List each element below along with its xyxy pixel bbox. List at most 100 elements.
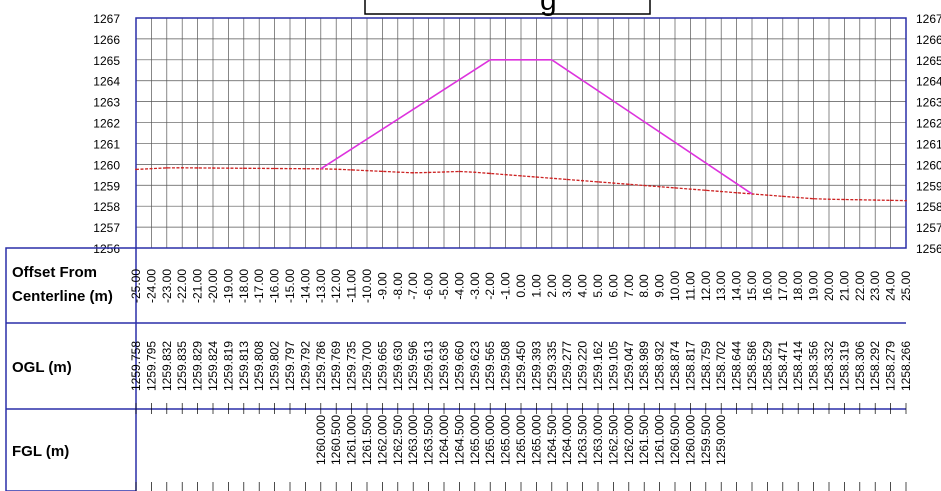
ogl-point-42 — [781, 195, 784, 198]
ogl-label-6: 1259.819 — [221, 341, 235, 391]
ogl-label-19: 1259.613 — [422, 341, 436, 391]
offset-label-37: 12.00 — [699, 271, 713, 301]
fgl-label-12: 1260.000 — [314, 415, 328, 465]
ogl-label-2: 1259.832 — [160, 341, 174, 391]
ogl-point-46 — [843, 198, 846, 201]
offset-label-20: -5.00 — [437, 272, 451, 300]
offset-label-14: -11.00 — [345, 269, 359, 302]
fgl-label-30: 1263.000 — [591, 415, 605, 465]
fgl-label-36: 1260.000 — [683, 415, 697, 465]
ogl-point-27 — [550, 177, 553, 180]
fgl-label-38: 1259.000 — [714, 415, 728, 465]
ogl-point-21 — [458, 170, 461, 173]
offset-label-36: 11.00 — [683, 271, 697, 300]
y-tick-left-1266: 1266 — [93, 33, 120, 47]
y-tick-left-1261: 1261 — [93, 137, 120, 151]
ogl-label-7: 1259.813 — [237, 341, 251, 391]
offset-label-46: 21.00 — [837, 271, 851, 301]
ogl-label-17: 1259.630 — [391, 341, 405, 391]
offset-label-19: -6.00 — [422, 272, 436, 300]
ogl-label-3: 1259.835 — [175, 341, 189, 391]
y-tick-right-1257: 1257 — [916, 221, 941, 235]
fgl-row-label: FGL (m) — [12, 443, 69, 460]
fgl-label-15: 1261.500 — [360, 415, 374, 465]
ogl-label-45: 1258.332 — [822, 341, 836, 391]
ogl-label-42: 1258.471 — [776, 341, 790, 391]
fgl-label-21: 1264.500 — [452, 415, 466, 465]
offset-label-28: 3.00 — [560, 274, 574, 298]
y-tick-right-1261: 1261 — [916, 137, 941, 151]
offset-label-3: -22.00 — [175, 269, 189, 303]
fgl-label-29: 1263.500 — [576, 415, 590, 465]
ogl-point-9 — [273, 167, 276, 170]
ogl-point-18 — [412, 171, 415, 174]
ogl-point-49 — [889, 199, 892, 202]
offset-label-0: -25.00 — [129, 269, 143, 303]
ogl-point-23 — [489, 172, 492, 175]
offset-label-33: 8.00 — [637, 274, 651, 298]
plot-border — [135, 17, 907, 249]
y-tick-left-1258: 1258 — [93, 200, 120, 214]
offset-label-5: -20.00 — [206, 269, 220, 303]
offset-label-29: 4.00 — [576, 274, 590, 298]
offset-label-44: 19.00 — [807, 271, 821, 301]
y-tick-left-1259: 1259 — [93, 179, 120, 193]
series-group — [135, 59, 907, 202]
offset-label-50: 25.00 — [899, 271, 913, 301]
fgl-label-14: 1261.000 — [345, 415, 359, 465]
title-box: g — [364, 0, 651, 17]
ogl-label-31: 1259.105 — [606, 341, 620, 391]
ogl-label-9: 1259.802 — [268, 341, 282, 391]
ogl-label-39: 1258.644 — [730, 341, 744, 391]
y-tick-right-1266: 1266 — [916, 33, 941, 47]
ogl-label-30: 1259.162 — [591, 341, 605, 391]
offset-label-23: -2.00 — [483, 272, 497, 300]
ogl-label-48: 1258.292 — [868, 341, 882, 391]
y-tick-left-1264: 1264 — [93, 75, 120, 89]
ogl-label-20: 1259.636 — [437, 341, 451, 391]
ogl-label-46: 1258.319 — [837, 341, 851, 391]
ogl-point-15 — [366, 169, 368, 172]
ogl-point-8 — [258, 167, 261, 170]
offset-label-7: -18.00 — [237, 269, 251, 303]
offset-label-30: 5.00 — [591, 274, 605, 298]
ogl-point-24 — [504, 173, 507, 176]
ogl-label-21: 1259.660 — [452, 341, 466, 391]
fgl-label-28: 1264.000 — [560, 415, 574, 465]
y-tick-right-1259: 1259 — [916, 179, 941, 193]
offset-label-25: 0.00 — [514, 274, 528, 298]
offset-label-49: 24.00 — [884, 271, 898, 301]
ogl-label-26: 1259.393 — [529, 341, 543, 391]
fgl-label-33: 1261.500 — [637, 415, 651, 465]
ogl-label-4: 1259.829 — [191, 341, 205, 391]
ogl-point-43 — [797, 196, 800, 199]
ogl-point-41 — [766, 194, 769, 197]
ogl-point-1 — [150, 167, 153, 170]
ogl-label-36: 1258.817 — [683, 341, 697, 391]
offset-label-6: -19.00 — [221, 269, 235, 303]
offset-label-24: -1.00 — [499, 272, 513, 300]
offset-label-15: -10.00 — [360, 269, 374, 303]
ogl-label-41: 1258.529 — [760, 341, 774, 391]
offset-label-27: 2.00 — [545, 274, 559, 298]
series-line-fgl — [320, 59, 753, 195]
ogl-point-17 — [396, 171, 399, 174]
ogl-point-0 — [135, 168, 137, 171]
ogl-point-45 — [828, 198, 830, 201]
ogl-label-50: 1258.266 — [899, 341, 913, 391]
offset-label-48: 23.00 — [868, 271, 882, 301]
offset-label-31: 6.00 — [606, 274, 620, 298]
y-tick-left-1267: 1267 — [93, 12, 120, 26]
fgl-label-22: 1265.000 — [468, 415, 482, 465]
fgl-label-13: 1260.500 — [329, 415, 343, 465]
offset-label-4: -21.00 — [191, 269, 205, 303]
y-tick-right-1265: 1265 — [916, 54, 941, 68]
offset-label-38: 13.00 — [714, 271, 728, 301]
y-tick-left-1257: 1257 — [93, 221, 120, 235]
offset-values: -25.00 -24.00 -23.00 -22.00 -21.00 -20.00 -19.… — [129, 269, 913, 303]
data-table: Offset From Centerline (m) OGL (m) FGL (… — [5, 247, 913, 491]
ogl-point-33 — [643, 184, 646, 187]
ogl-point-28 — [566, 178, 569, 181]
grid-lines — [135, 17, 907, 249]
